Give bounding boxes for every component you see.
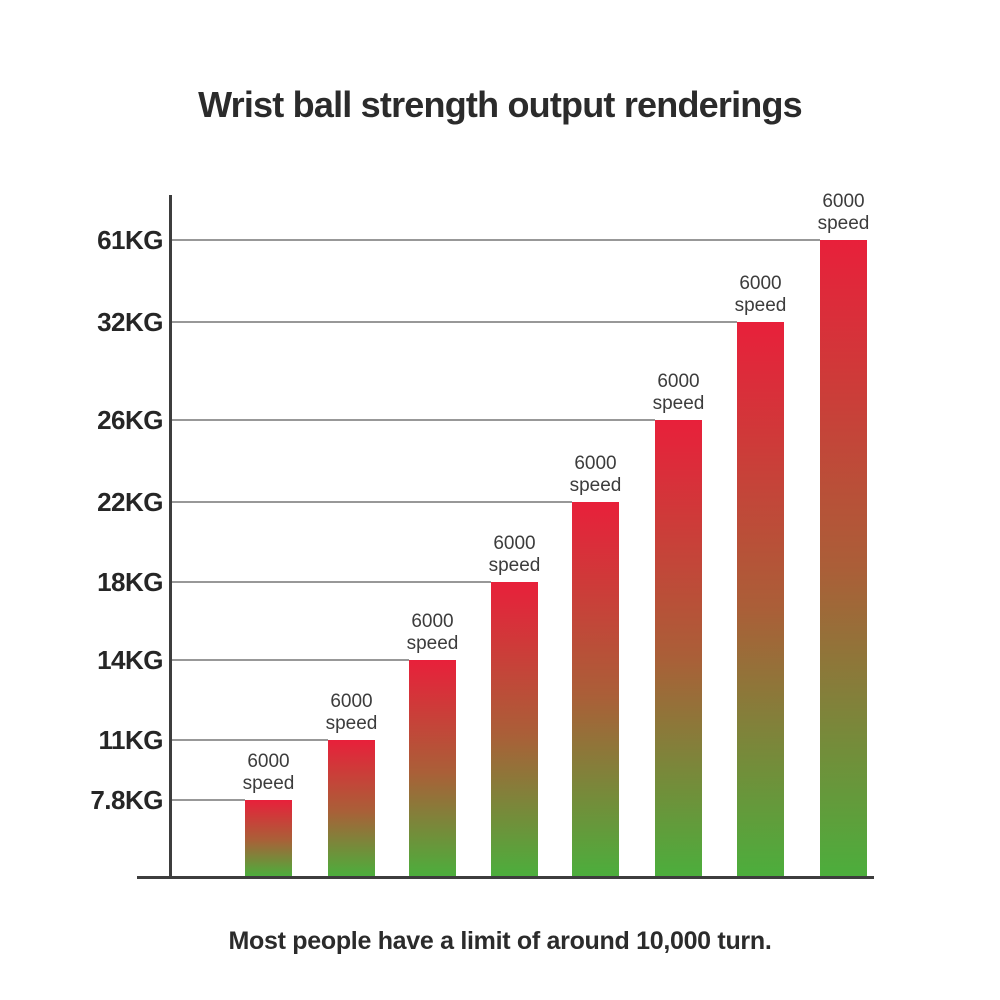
- bar-label-18KG: 6000 speed: [465, 533, 565, 577]
- y-tick-label-26KG: 26KG: [97, 405, 163, 435]
- gridline-14KG: [172, 659, 409, 661]
- bar-32KG: [737, 322, 784, 876]
- gridline-32KG: [172, 321, 737, 323]
- bar-label-line2: speed: [734, 295, 787, 316]
- gridline-26KG: [172, 419, 655, 421]
- bar-label-line1: 6000: [822, 191, 865, 212]
- bar-label-line1: 6000: [739, 273, 782, 294]
- bar-label-line2: speed: [242, 773, 295, 794]
- bar-label-line2: speed: [325, 713, 378, 734]
- y-tick-label-22KG: 22KG: [97, 487, 163, 517]
- bar-label-32KG: 6000 speed: [711, 273, 811, 317]
- bar-label-line2: speed: [406, 633, 459, 654]
- y-tick-label-7.8KG: 7.8KG: [90, 785, 163, 815]
- y-tick-label-61KG: 61KG: [97, 225, 163, 255]
- y-tick-label-32KG: 32KG: [97, 307, 163, 337]
- gridline-61KG: [172, 239, 820, 241]
- bar-label-line1: 6000: [493, 533, 536, 554]
- gridline-7.8KG: [172, 799, 245, 801]
- bar-14KG: [409, 660, 456, 876]
- gridline-11KG: [172, 739, 328, 741]
- y-axis-line: [169, 195, 172, 879]
- bar-18KG: [491, 582, 538, 876]
- bar-label-14KG: 6000 speed: [383, 611, 483, 655]
- bar-label-61KG: 6000 speed: [794, 191, 894, 235]
- chart-title: Wrist ball strength output renderings: [198, 84, 803, 125]
- bar-61KG: [820, 240, 867, 876]
- chart-caption: Most people have a limit of around 10,00…: [228, 927, 772, 955]
- bar-label-line2: speed: [817, 213, 870, 234]
- bar-7.8KG: [245, 800, 292, 876]
- bar-label-7.8KG: 6000 speed: [219, 751, 319, 795]
- y-tick-label-18KG: 18KG: [97, 567, 163, 597]
- bar-label-line1: 6000: [247, 751, 290, 772]
- bar-label-26KG: 6000 speed: [629, 371, 729, 415]
- bar-label-22KG: 6000 speed: [546, 453, 646, 497]
- bar-label-line1: 6000: [330, 691, 373, 712]
- bar-label-line2: speed: [488, 555, 541, 576]
- x-axis-line: [137, 876, 874, 879]
- bar-11KG: [328, 740, 375, 876]
- bar-label-line1: 6000: [411, 611, 454, 632]
- gridline-18KG: [172, 581, 491, 583]
- bar-label-line2: speed: [569, 475, 622, 496]
- bar-label-line2: speed: [652, 393, 705, 414]
- bar-label-line1: 6000: [574, 453, 617, 474]
- bar-label-line1: 6000: [657, 371, 700, 392]
- bar-label-11KG: 6000 speed: [302, 691, 402, 735]
- bar-22KG: [572, 502, 619, 876]
- gridline-22KG: [172, 501, 572, 503]
- y-tick-label-14KG: 14KG: [97, 645, 163, 675]
- bar-26KG: [655, 420, 702, 876]
- y-tick-label-11KG: 11KG: [98, 725, 164, 755]
